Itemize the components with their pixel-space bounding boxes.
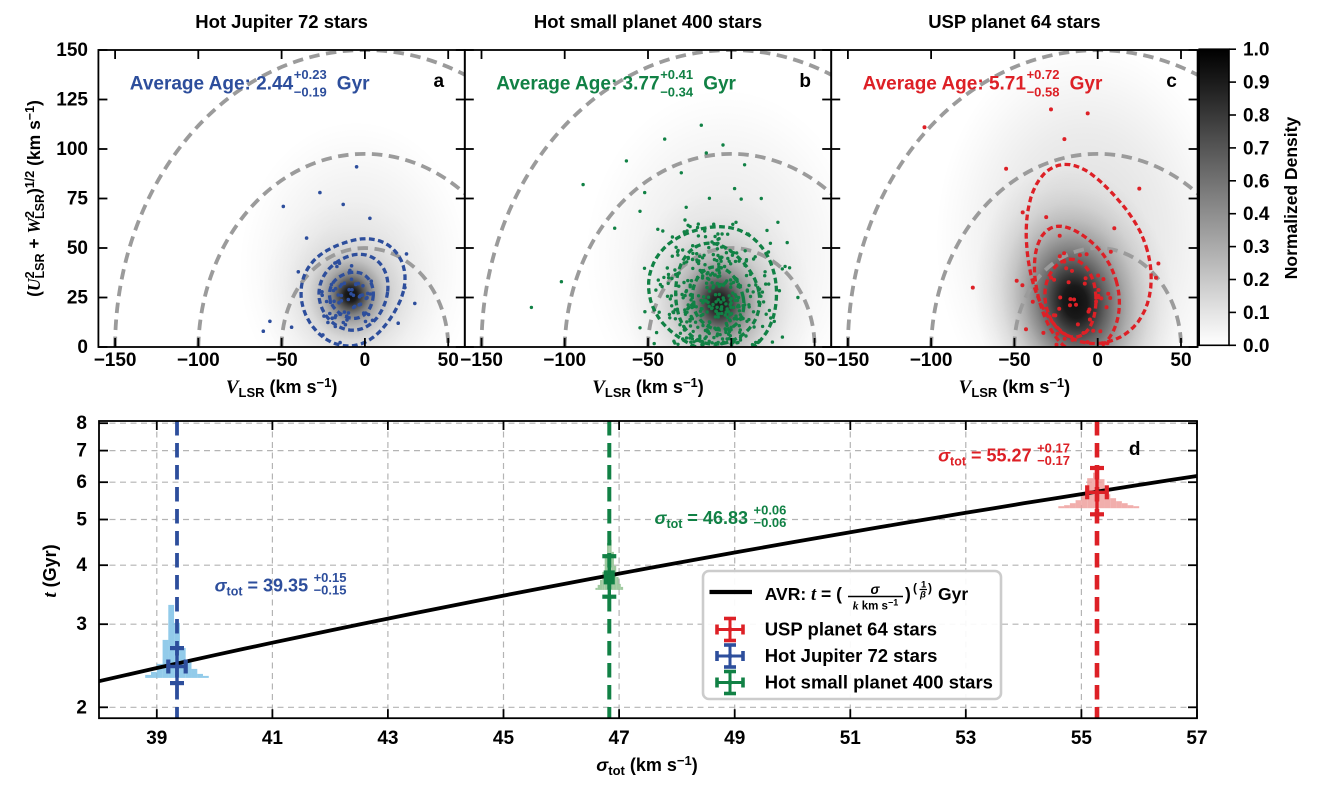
svg-text:57: 57 <box>1186 728 1207 749</box>
svg-text:+0.17: +0.17 <box>1037 440 1070 455</box>
svg-text:0: 0 <box>360 350 371 371</box>
svg-text:Hot Jupiter 72 stars: Hot Jupiter 72 stars <box>195 11 368 32</box>
svg-text:VLSR (km s−1): VLSR (km s−1) <box>226 375 338 400</box>
svg-text:0.8: 0.8 <box>1243 106 1269 127</box>
svg-text:Average Age: 5.71: Average Age: 5.71 <box>863 73 1027 94</box>
svg-text:Hot Jupiter 72 stars: Hot Jupiter 72 stars <box>765 645 938 666</box>
svg-text:45: 45 <box>493 728 515 749</box>
svg-text:0.2: 0.2 <box>1243 270 1269 291</box>
svg-text:−100: −100 <box>543 350 586 371</box>
svg-text:50: 50 <box>67 238 88 259</box>
svg-text:0.9: 0.9 <box>1243 73 1269 94</box>
svg-text:50: 50 <box>804 350 825 371</box>
svg-text:0: 0 <box>1092 350 1103 371</box>
svg-text:−50: −50 <box>632 350 664 371</box>
svg-text:−150: −150 <box>827 350 870 371</box>
svg-text:USP planet 64 stars: USP planet 64 stars <box>928 11 1100 32</box>
svg-text:0: 0 <box>726 350 737 371</box>
svg-text:σ: σ <box>871 582 881 597</box>
svg-text:1: 1 <box>921 580 927 591</box>
svg-text:2: 2 <box>76 697 87 718</box>
svg-text:5: 5 <box>76 510 87 531</box>
svg-text:Hot small planet 400 stars: Hot small planet 400 stars <box>534 11 762 32</box>
svg-text:Gyr: Gyr <box>337 73 370 94</box>
svg-text:+0.72: +0.72 <box>1027 67 1060 82</box>
svg-text:−0.17: −0.17 <box>1037 453 1070 468</box>
svg-text:VLSR (km s−1): VLSR (km s−1) <box>592 375 704 400</box>
svg-text:Gyr: Gyr <box>703 73 736 94</box>
svg-text:−100: −100 <box>910 350 953 371</box>
svg-text:51: 51 <box>840 728 862 749</box>
svg-text:−0.06: −0.06 <box>754 515 787 530</box>
svg-text:USP planet 64 stars: USP planet 64 stars <box>765 619 937 640</box>
svg-text:0.7: 0.7 <box>1243 138 1269 159</box>
svg-text:−50: −50 <box>265 350 297 371</box>
svg-text:6: 6 <box>76 472 87 493</box>
svg-text:−100: −100 <box>177 350 220 371</box>
svg-text:39: 39 <box>146 728 167 749</box>
svg-text:−0.15: −0.15 <box>314 583 347 598</box>
svg-text:−50: −50 <box>998 350 1030 371</box>
svg-text:75: 75 <box>67 189 89 210</box>
svg-text:0: 0 <box>77 337 88 358</box>
svg-text:53: 53 <box>955 728 976 749</box>
svg-text:100: 100 <box>56 139 88 160</box>
svg-text:49: 49 <box>724 728 745 749</box>
svg-text:Hot small planet 400 stars: Hot small planet 400 stars <box>765 672 993 693</box>
svg-text:0.1: 0.1 <box>1243 303 1270 324</box>
svg-text:a: a <box>434 71 445 92</box>
svg-text:−150: −150 <box>94 350 137 371</box>
svg-text:0.0: 0.0 <box>1243 336 1269 357</box>
svg-text:σtot = 55.27: σtot = 55.27 <box>938 446 1031 469</box>
svg-text:VLSR (km s−1): VLSR (km s−1) <box>959 375 1071 400</box>
svg-text:25: 25 <box>67 288 89 309</box>
svg-text:50: 50 <box>1170 350 1191 371</box>
svg-text:125: 125 <box>56 90 88 111</box>
svg-text:(: ( <box>913 581 917 595</box>
svg-text:−0.19: −0.19 <box>294 85 327 100</box>
svg-text:150: 150 <box>56 40 88 61</box>
svg-text:43: 43 <box>377 728 398 749</box>
svg-text:47: 47 <box>609 728 630 749</box>
svg-text:): ) <box>905 584 911 604</box>
svg-text:σtot (km s−1): σtot (km s−1) <box>596 753 697 778</box>
svg-text:1.0: 1.0 <box>1243 40 1269 61</box>
svg-text:+0.06: +0.06 <box>754 503 787 518</box>
svg-text:+0.41: +0.41 <box>660 67 693 82</box>
svg-text:Gyr: Gyr <box>938 584 968 604</box>
svg-text:3: 3 <box>76 614 87 635</box>
svg-text:Normalized Density: Normalized Density <box>1281 117 1301 280</box>
svg-text:Gyr: Gyr <box>1070 73 1103 94</box>
svg-text:41: 41 <box>262 728 284 749</box>
svg-text:Average Age: 2.44: Average Age: 2.44 <box>130 73 294 94</box>
svg-text:Average Age: 3.77: Average Age: 3.77 <box>496 73 659 94</box>
svg-text:0.4: 0.4 <box>1243 204 1270 225</box>
svg-text:7: 7 <box>76 441 87 462</box>
svg-text:σtot = 39.35: σtot = 39.35 <box>215 576 308 599</box>
svg-text:k km s−1: k km s−1 <box>853 598 898 613</box>
svg-text:−0.34: −0.34 <box>660 85 694 100</box>
svg-text:β: β <box>919 590 926 601</box>
svg-text:d: d <box>1129 439 1141 460</box>
svg-text:σtot = 46.83: σtot = 46.83 <box>655 508 748 531</box>
svg-text:50: 50 <box>438 350 459 371</box>
svg-text:+0.15: +0.15 <box>314 570 347 585</box>
svg-text:0.6: 0.6 <box>1243 171 1269 192</box>
svg-text:): ) <box>928 581 932 595</box>
svg-text:t (Gyr): t (Gyr) <box>40 544 61 597</box>
svg-text:c: c <box>1166 71 1177 92</box>
svg-text:0.3: 0.3 <box>1243 237 1269 258</box>
svg-text:b: b <box>799 71 811 92</box>
svg-text:55: 55 <box>1071 728 1093 749</box>
svg-text:4: 4 <box>76 555 87 576</box>
svg-text:AVR: t = (: AVR: t = ( <box>765 584 842 605</box>
svg-text:−0.58: −0.58 <box>1027 85 1060 100</box>
svg-text:+0.23: +0.23 <box>294 67 327 82</box>
svg-text:−150: −150 <box>460 350 503 371</box>
svg-text:8: 8 <box>76 413 87 434</box>
